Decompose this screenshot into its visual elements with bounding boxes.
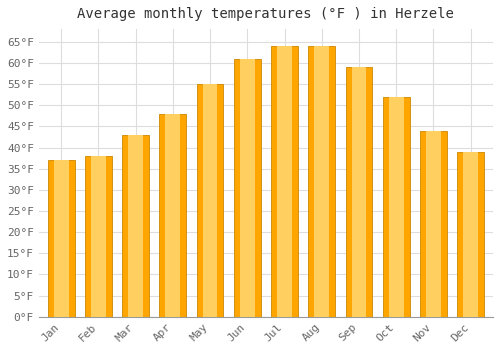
Bar — [314, 46, 329, 317]
Bar — [464, 152, 478, 317]
Bar — [160, 114, 186, 317]
Bar — [240, 59, 254, 317]
Bar — [48, 160, 74, 317]
Bar — [277, 46, 292, 317]
Bar — [389, 97, 404, 317]
Bar — [166, 114, 180, 317]
Bar — [426, 131, 441, 317]
Bar — [122, 135, 149, 317]
Bar — [91, 156, 106, 317]
Bar — [54, 160, 68, 317]
Bar — [420, 131, 447, 317]
Bar — [202, 84, 218, 317]
Bar — [383, 97, 409, 317]
Bar — [196, 84, 224, 317]
Bar — [234, 59, 260, 317]
Bar — [85, 156, 112, 317]
Bar — [458, 152, 484, 317]
Bar — [308, 46, 335, 317]
Bar — [271, 46, 298, 317]
Bar — [352, 67, 366, 317]
Bar — [346, 67, 372, 317]
Bar — [128, 135, 143, 317]
Title: Average monthly temperatures (°F ) in Herzele: Average monthly temperatures (°F ) in He… — [78, 7, 454, 21]
